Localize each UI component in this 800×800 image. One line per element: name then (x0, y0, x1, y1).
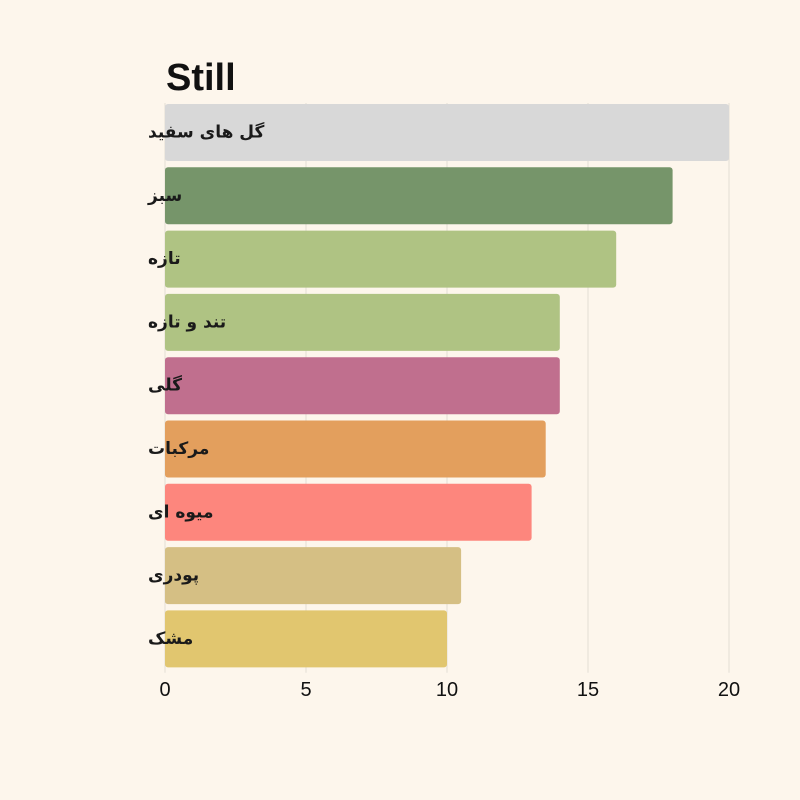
bar-7 (165, 547, 462, 605)
category-label-0: گل های سفید (148, 122, 264, 143)
x-tick-label-1: 5 (300, 679, 311, 701)
x-tick-label-4: 20 (718, 679, 740, 701)
category-label-6: میوه ای (148, 502, 214, 522)
category-label-2: تازه (148, 249, 181, 269)
bar-5 (165, 420, 546, 478)
bar-2 (165, 230, 617, 288)
bar-6 (165, 483, 532, 541)
category-label-5: مرکبات (148, 439, 209, 459)
x-tick-label-0: 0 (159, 679, 170, 701)
x-tick-label-2: 10 (436, 679, 458, 701)
category-label-3: تند و تازه (148, 312, 226, 332)
bars (165, 104, 729, 668)
bar-3 (165, 293, 560, 351)
x-axis-ticks: 0 5 10 15 20 (159, 679, 740, 701)
category-label-4: گلی (148, 375, 182, 396)
bar-8 (165, 610, 447, 668)
category-label-1: سبز (147, 186, 182, 206)
bar-1 (165, 167, 673, 225)
chart-title: Still (166, 57, 236, 99)
bar-0 (165, 104, 729, 161)
category-label-8: مشک (148, 629, 193, 649)
category-label-7: پودری (148, 566, 199, 586)
category-labels: گل های سفید سبز تازه تند و تازه گلی مرکبات میو… (147, 122, 264, 649)
x-tick-label-3: 15 (577, 679, 599, 701)
bar-4 (165, 357, 560, 415)
